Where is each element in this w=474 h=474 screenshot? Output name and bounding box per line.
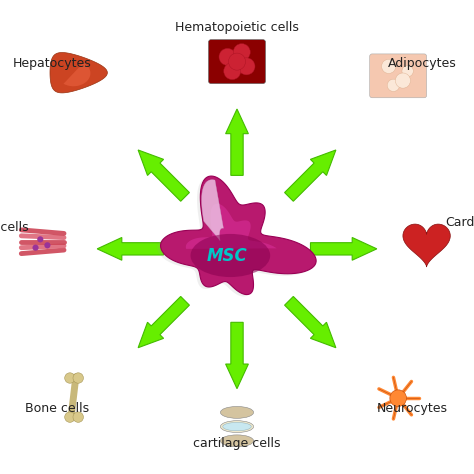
Ellipse shape [220, 407, 254, 418]
Text: Muscle cells: Muscle cells [0, 221, 28, 234]
Circle shape [32, 245, 38, 251]
Circle shape [37, 237, 44, 243]
FancyArrow shape [138, 296, 190, 348]
Polygon shape [201, 180, 223, 240]
Circle shape [224, 63, 241, 80]
Polygon shape [50, 53, 107, 93]
Text: MSC: MSC [207, 247, 248, 265]
Text: cartilage cells: cartilage cells [193, 438, 281, 450]
Text: Bone cells: Bone cells [25, 402, 89, 415]
Circle shape [228, 53, 246, 70]
FancyArrow shape [226, 322, 248, 389]
Ellipse shape [220, 435, 254, 447]
Circle shape [395, 73, 410, 88]
Circle shape [64, 373, 75, 383]
Polygon shape [186, 204, 277, 249]
FancyArrow shape [138, 150, 190, 201]
Circle shape [45, 242, 51, 248]
Text: Neurocytes: Neurocytes [377, 402, 448, 415]
FancyBboxPatch shape [209, 40, 265, 83]
Polygon shape [157, 178, 313, 297]
Circle shape [219, 48, 236, 65]
Text: Cardiomyocytes: Cardiomyocytes [446, 216, 474, 229]
Text: Hematopoietic cells: Hematopoietic cells [175, 21, 299, 34]
Circle shape [382, 59, 396, 73]
FancyArrow shape [226, 109, 248, 175]
Polygon shape [403, 224, 450, 267]
Text: Adipocytes: Adipocytes [387, 57, 456, 70]
Polygon shape [161, 176, 316, 294]
Ellipse shape [220, 421, 254, 432]
FancyArrow shape [284, 296, 336, 348]
Circle shape [387, 79, 400, 91]
Ellipse shape [223, 422, 251, 431]
FancyArrow shape [310, 237, 377, 260]
FancyBboxPatch shape [370, 54, 427, 98]
Text: Hepatocytes: Hepatocytes [13, 57, 91, 70]
Circle shape [233, 44, 250, 61]
Ellipse shape [191, 234, 270, 277]
FancyArrow shape [97, 237, 164, 260]
Circle shape [402, 65, 413, 77]
Circle shape [73, 373, 83, 383]
FancyArrow shape [284, 150, 336, 201]
Circle shape [238, 58, 255, 75]
Circle shape [73, 412, 83, 422]
Circle shape [390, 390, 406, 407]
Circle shape [64, 412, 75, 422]
Polygon shape [64, 63, 91, 86]
